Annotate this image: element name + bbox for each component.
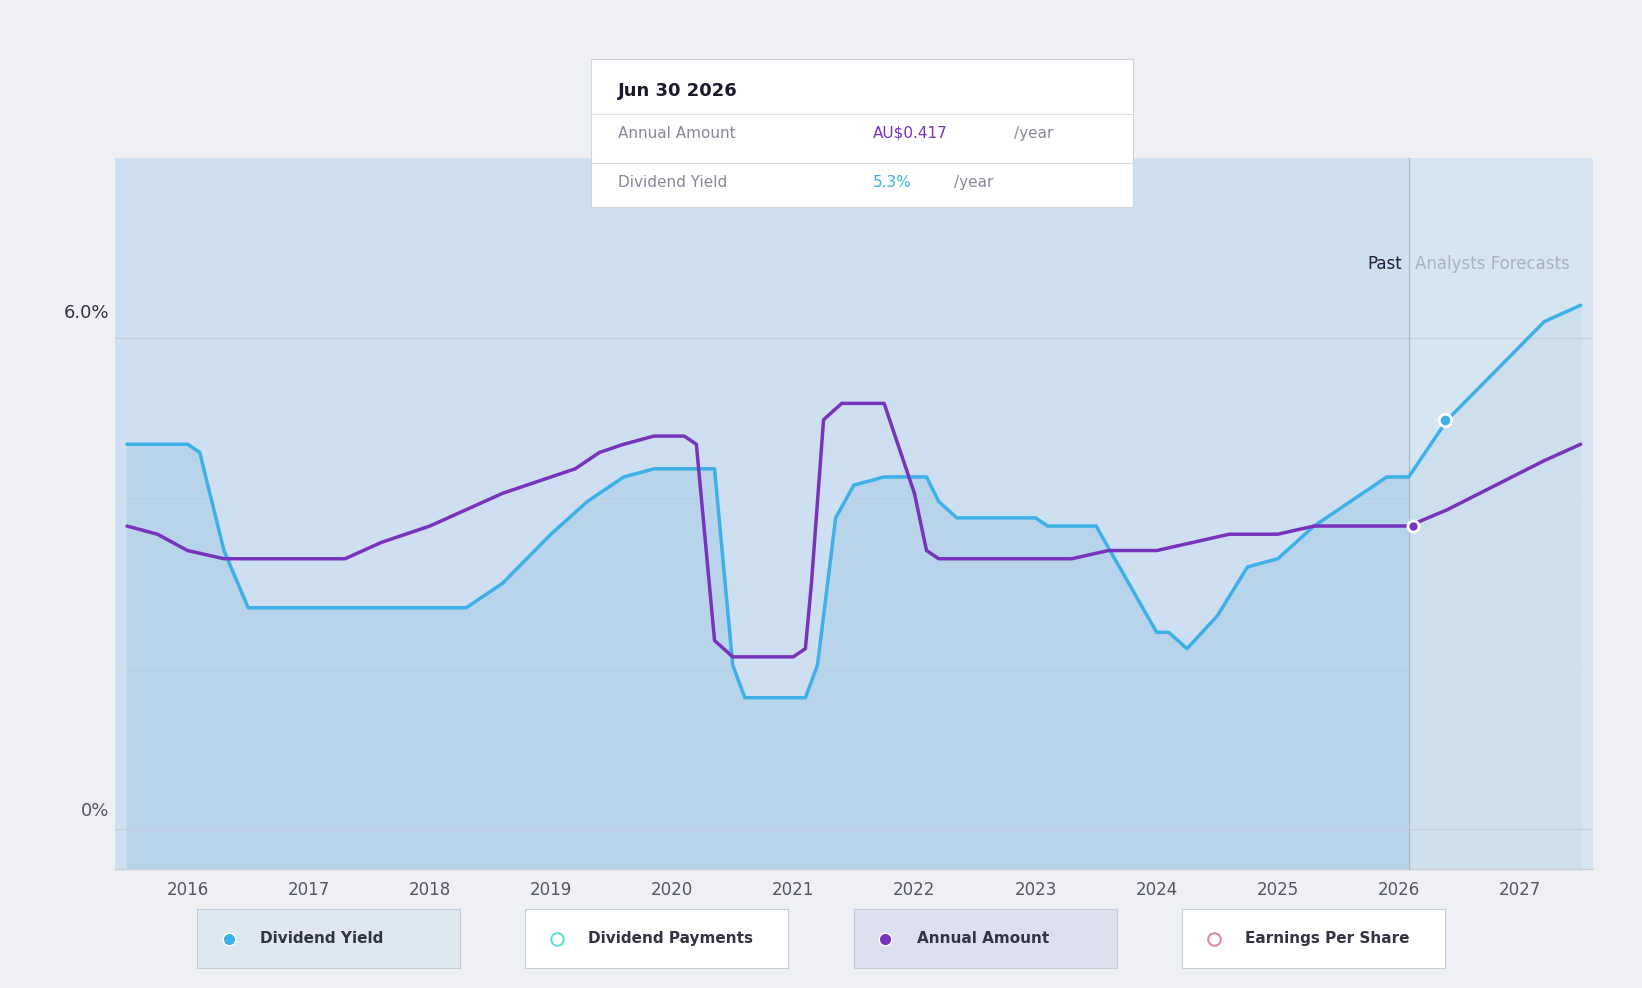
- Text: Analysts Forecasts: Analysts Forecasts: [1415, 255, 1570, 273]
- Text: 0%: 0%: [80, 802, 108, 820]
- Text: Past: Past: [1368, 255, 1402, 273]
- Text: /year: /year: [1013, 126, 1053, 141]
- Text: 6.0%: 6.0%: [64, 303, 108, 322]
- Text: Dividend Yield: Dividend Yield: [617, 175, 727, 190]
- Text: AU$0.417: AU$0.417: [874, 126, 947, 141]
- Text: Dividend Payments: Dividend Payments: [588, 931, 754, 947]
- Text: Jun 30 2026: Jun 30 2026: [617, 82, 737, 100]
- Text: Annual Amount: Annual Amount: [617, 126, 736, 141]
- Text: Earnings Per Share: Earnings Per Share: [1245, 931, 1410, 947]
- Bar: [115, 158, 1409, 869]
- Bar: [1409, 158, 1593, 869]
- Text: Dividend Yield: Dividend Yield: [259, 931, 384, 947]
- Text: Annual Amount: Annual Amount: [916, 931, 1049, 947]
- Text: 5.3%: 5.3%: [874, 175, 911, 190]
- Text: /year: /year: [954, 175, 993, 190]
